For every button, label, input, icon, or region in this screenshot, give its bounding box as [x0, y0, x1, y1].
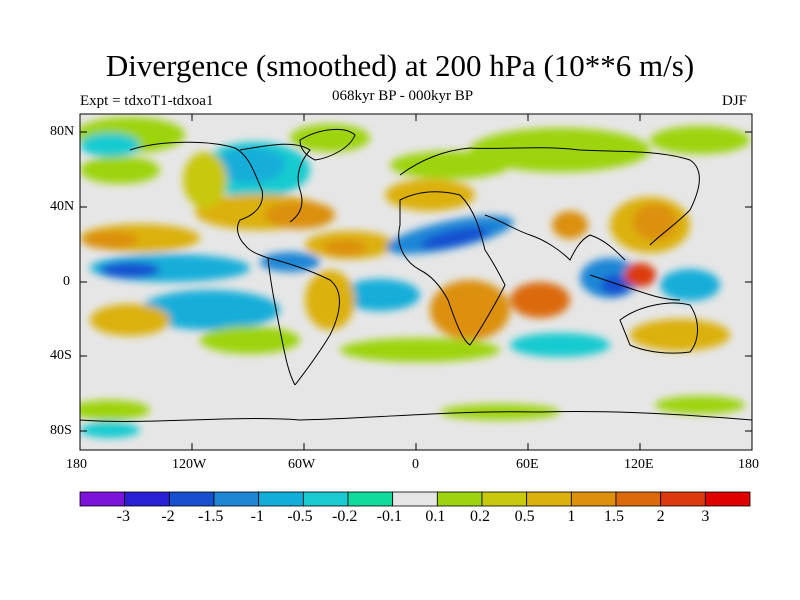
field-patch: [80, 156, 160, 184]
plot-title: Divergence (smoothed) at 200 hPa (10**6 …: [105, 48, 695, 83]
lat-label-80s: 80S: [50, 423, 72, 438]
field-patch: [510, 282, 570, 318]
field-patch: [552, 211, 588, 239]
colorbar: [79, 491, 751, 507]
field-patch: [80, 133, 140, 157]
colorbar-label: -3: [116, 508, 130, 525]
field-patch: [290, 124, 370, 152]
colorbar-swatch: [168, 491, 215, 507]
lat-ticks: [80, 131, 752, 432]
divergence-field: [80, 114, 752, 450]
colorbar-label: -1.5: [198, 508, 224, 525]
colorbar-label: -0.5: [287, 508, 313, 525]
colorbar-swatch: [213, 491, 260, 507]
eurasia-north: [399, 147, 700, 246]
lat-label-40n: 40N: [50, 199, 75, 214]
lon-label-60w: 60W: [288, 457, 316, 472]
colorbar-label: -0.2: [332, 508, 358, 525]
lon-label-180w: 180: [66, 457, 87, 472]
colorbar-swatch: [704, 491, 751, 507]
lon-label-0: 0: [412, 457, 419, 472]
time-range-subtitle: 068kyr BP - 000kyr BP: [332, 88, 474, 104]
colorbar-label: 0.2: [470, 508, 490, 525]
season-label: DJF: [722, 93, 748, 109]
field-patch: [215, 147, 285, 183]
lon-label-180e: 180: [738, 457, 759, 472]
colorbar-label: -1: [250, 508, 264, 525]
south-america-west: [267, 257, 296, 386]
lon-label-120e: 120E: [624, 457, 654, 472]
lon-label-120w: 120W: [172, 457, 207, 472]
field-patch: [633, 204, 677, 240]
colorbar-swatch: [79, 491, 126, 507]
field-patch: [265, 201, 335, 229]
colorbar-swatch: [481, 491, 528, 507]
south-america-east: [267, 257, 340, 386]
colorbar-swatch: [258, 491, 304, 507]
field-patch: [183, 152, 227, 208]
colorbar-label: 1.5: [604, 508, 624, 525]
field-patch: [470, 128, 650, 172]
field-patch: [305, 270, 355, 330]
field-patch: [630, 319, 730, 351]
lat-label-80n: 80N: [50, 124, 75, 139]
colorbar-swatch: [660, 491, 706, 507]
colorbar-swatch: [302, 491, 349, 507]
africa: [398, 191, 506, 346]
field-patch: [624, 263, 656, 287]
colorbar-swatch: [570, 491, 617, 507]
field-patch: [650, 126, 750, 154]
colorbar-label: 0.5: [514, 508, 535, 525]
field-patch: [80, 400, 150, 420]
colorbar-label: 1: [567, 508, 576, 525]
field-patch: [510, 333, 610, 357]
lon-ticks: [79, 114, 753, 450]
antarctica-coast: [80, 411, 752, 422]
colorbar-swatch: [526, 491, 572, 507]
field-patch: [430, 280, 510, 340]
colorbar-swatch: [392, 491, 438, 507]
colorbar-label: -2: [161, 508, 175, 525]
field-patch: [655, 396, 745, 414]
lon-label-60e: 60E: [516, 457, 539, 472]
colorbar-label: 2: [656, 508, 665, 525]
lat-label-eq: 0: [63, 274, 70, 289]
field-patch: [340, 338, 500, 362]
field-patch: [90, 304, 170, 336]
australia: [619, 302, 698, 354]
colorbar-label: 3: [701, 508, 710, 525]
colorbar-label: 0.1: [425, 508, 446, 525]
field-patch: [200, 326, 300, 354]
field-patch: [260, 252, 320, 272]
colorbar-swatch: [615, 491, 662, 507]
field-patch: [100, 262, 160, 278]
north-america-coast: [129, 141, 269, 259]
field-patch: [80, 422, 140, 438]
field-patch: [660, 269, 720, 301]
colorbar-label: -0.1: [376, 508, 402, 525]
north-america-east-coast: [239, 143, 311, 223]
field-patch: [82, 231, 138, 249]
field-patch: [390, 151, 510, 179]
field-patch: [601, 275, 629, 295]
colorbar-swatch: [436, 491, 483, 507]
field-patch: [385, 179, 475, 211]
colorbar-swatch: [347, 491, 394, 507]
maritime-continent: [589, 274, 681, 301]
lat-label-40s: 40S: [50, 348, 72, 363]
field-patch: [340, 279, 420, 311]
experiment-label: Expt = tdxoT1-tdxoa1: [80, 93, 214, 109]
colorbar-swatch: [124, 491, 170, 507]
field-patch: [323, 240, 367, 256]
greenland: [299, 128, 356, 161]
south-asia: [484, 214, 626, 261]
field-patch: [140, 290, 280, 330]
coastlines: [80, 128, 752, 422]
field-patch: [420, 227, 490, 249]
